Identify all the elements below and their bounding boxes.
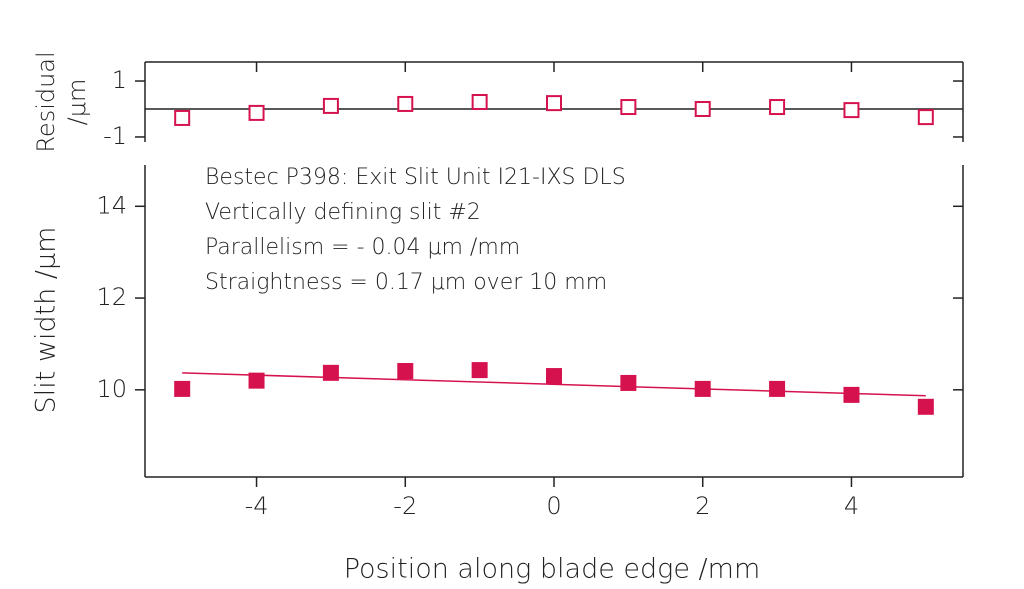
data-point [322, 97, 339, 114]
y-axis-label: /μm [63, 79, 91, 126]
annotation: Vertically defining slit #2 [205, 200, 481, 225]
data-point [769, 99, 786, 116]
y-tick-label: 10 [96, 375, 127, 403]
data-point [471, 362, 488, 379]
y-tick-label: 12 [96, 283, 127, 311]
annotation: Straightness = 0.17 μm over 10 mm [205, 270, 607, 295]
data-point [917, 398, 934, 415]
data-point [397, 363, 414, 380]
x-tick-label: -2 [393, 492, 417, 520]
y-tick-label: 14 [96, 191, 127, 219]
annotation: Parallelism = - 0.04 μm /mm [205, 235, 520, 260]
data-point [917, 109, 934, 126]
data-point [694, 100, 711, 117]
y-axis-label: Slit width /μm [31, 227, 62, 414]
y-tick-label: -1 [103, 122, 127, 150]
annotation: Bestec P398: Exit Slit Unit I21-IXS DLS [205, 165, 626, 190]
data-point [843, 386, 860, 403]
data-point [769, 380, 786, 397]
data-point [174, 109, 191, 126]
data-point [546, 368, 562, 385]
x-tick-label: 0 [546, 492, 561, 520]
data-point [322, 364, 339, 381]
x-tick-label: 2 [695, 492, 710, 520]
y-axis-label: Residual [32, 51, 60, 152]
data-point [620, 374, 637, 391]
data-point [248, 372, 265, 389]
x-tick-label: 4 [844, 492, 859, 520]
data-point [546, 95, 562, 112]
x-axis-label: Position along blade edge /mm [344, 554, 761, 585]
data-point [620, 99, 637, 116]
data-point [471, 94, 488, 110]
fit-line [182, 372, 926, 397]
data-point [694, 380, 711, 397]
data-point [397, 95, 414, 112]
data-point [174, 380, 191, 397]
data-point [248, 104, 265, 121]
y-tick-label: 1 [112, 66, 127, 94]
x-tick-label: -4 [245, 492, 269, 520]
data-point [843, 102, 860, 119]
